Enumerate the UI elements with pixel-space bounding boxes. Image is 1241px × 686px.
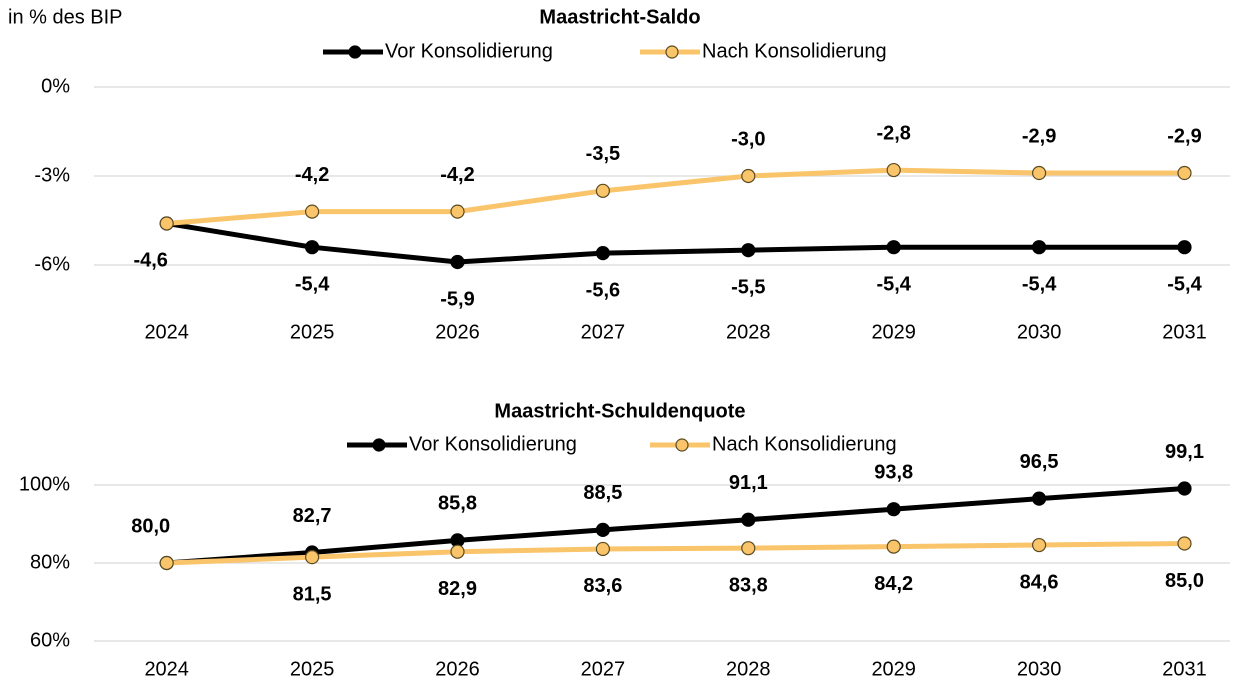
data-point [450, 254, 465, 270]
data-point [595, 183, 611, 198]
x-tick-label: 2027 [581, 321, 626, 343]
x-tick-label: 2026 [435, 321, 480, 343]
x-tick-label: 2025 [290, 658, 335, 680]
data-point [305, 240, 320, 255]
series-line [166, 486, 1185, 566]
x-tick-label: 2025 [290, 321, 335, 343]
y-tick-label: -6% [34, 253, 70, 275]
legend-label: Vor Konsolidierung [409, 433, 577, 455]
x-tick-label: 2026 [435, 658, 480, 680]
data-point [886, 539, 901, 554]
series-line [166, 541, 1185, 566]
data-label: -5,4 [876, 273, 911, 295]
data-label: -5,9 [440, 288, 474, 310]
data-label: 91,1 [729, 472, 768, 494]
data-label: -2,9 [1167, 125, 1201, 147]
data-point [595, 541, 611, 557]
data-point [1031, 165, 1047, 181]
y-tick-label: -3% [34, 164, 70, 186]
data-point [741, 243, 756, 258]
x-tick-label: 2031 [1162, 321, 1207, 343]
legend-marker [372, 438, 386, 452]
data-label: -4,6 [133, 250, 167, 272]
data-label: -3,0 [731, 128, 765, 150]
data-label: -5,6 [586, 279, 620, 301]
data-point [305, 550, 320, 565]
data-label: 83,6 [583, 575, 622, 597]
data-label: -5,4 [295, 273, 330, 295]
y-axis-label: in % des BIP [8, 6, 123, 28]
data-point [886, 162, 901, 178]
series-line [166, 167, 1185, 226]
data-point [595, 522, 611, 537]
data-label: 81,5 [293, 583, 332, 605]
data-label: -4,2 [295, 164, 329, 186]
data-label: 93,8 [874, 461, 913, 483]
data-label: 85,8 [438, 493, 477, 515]
data-point [1177, 165, 1192, 181]
data-label: 96,5 [1020, 451, 1059, 473]
legend-label: Vor Konsolidierung [385, 40, 553, 62]
data-label: 80,0 [131, 515, 170, 537]
chart-title: Maastricht-Schuldenquote [494, 400, 745, 422]
data-label: 85,0 [1165, 570, 1204, 592]
data-point [886, 502, 901, 517]
legend-label: Nach Konsolidierung [702, 40, 887, 62]
x-tick-label: 2029 [871, 321, 916, 343]
x-tick-label: 2031 [1162, 658, 1207, 680]
data-label: -4,2 [440, 164, 474, 186]
x-tick-label: 2028 [726, 321, 771, 343]
legend-marker [348, 45, 362, 59]
chart-title: Maastricht-Saldo [539, 6, 700, 28]
y-tick-label: 100% [19, 473, 70, 495]
data-point [595, 246, 611, 261]
series-line [166, 220, 1185, 265]
data-point [305, 204, 320, 219]
data-label: 82,9 [438, 578, 477, 600]
x-tick-label: 2027 [581, 658, 626, 680]
x-tick-label: 2030 [1017, 658, 1062, 680]
data-label: 82,7 [293, 505, 332, 527]
data-point [1177, 481, 1192, 496]
data-point [1177, 240, 1192, 255]
x-tick-label: 2028 [726, 658, 771, 680]
data-point [159, 216, 174, 231]
data-point [1177, 536, 1192, 551]
data-point [741, 541, 756, 556]
data-point [741, 168, 756, 184]
data-label: -5,4 [1167, 273, 1202, 295]
legend-label: Nach Konsolidierung [712, 433, 897, 455]
data-point [886, 240, 901, 255]
data-label: -5,5 [731, 276, 765, 298]
y-tick-label: 60% [30, 629, 70, 651]
x-tick-label: 2029 [871, 658, 916, 680]
data-point [159, 555, 174, 571]
data-label: -2,9 [1022, 125, 1056, 147]
data-point [450, 544, 465, 559]
data-point [1031, 537, 1047, 553]
data-label: 88,5 [583, 482, 622, 504]
legend-marker [665, 45, 679, 59]
data-label: 84,2 [874, 573, 913, 595]
data-point [1031, 240, 1047, 255]
legend-marker [675, 438, 689, 452]
data-label: 83,8 [729, 574, 768, 596]
data-point [1031, 491, 1047, 506]
x-tick-label: 2024 [144, 658, 189, 680]
data-label: 84,6 [1020, 571, 1059, 593]
x-tick-label: 2030 [1017, 321, 1062, 343]
data-label: -2,8 [876, 122, 910, 144]
data-label: -3,5 [586, 143, 620, 165]
data-label: -5,4 [1022, 273, 1057, 295]
data-point [450, 204, 465, 219]
y-tick-label: 80% [30, 551, 70, 573]
data-point [741, 512, 756, 527]
data-label: 99,1 [1165, 441, 1204, 463]
y-tick-label: 0% [41, 75, 70, 97]
x-tick-label: 2024 [144, 321, 189, 343]
